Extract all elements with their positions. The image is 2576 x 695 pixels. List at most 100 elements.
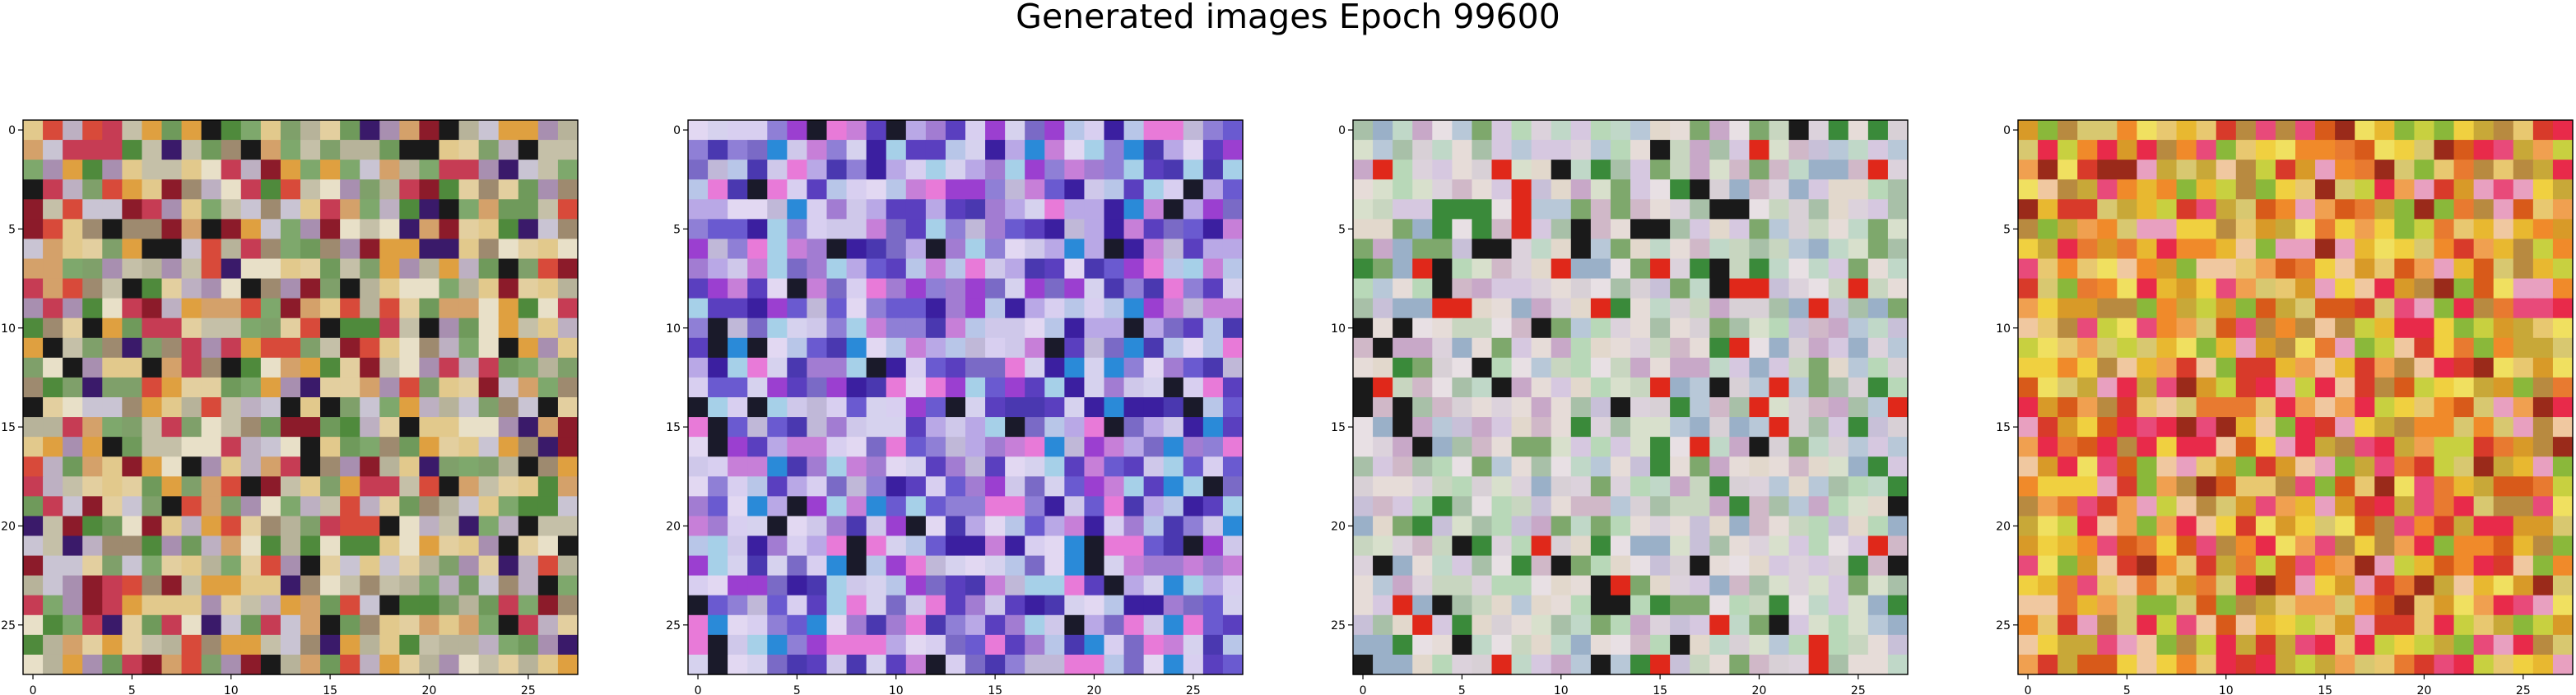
pixel-cell	[2453, 357, 2475, 378]
pixel-cell	[945, 298, 966, 319]
pixel-cell	[807, 575, 828, 596]
pixel-cell	[1373, 417, 1393, 438]
pixel-cell	[379, 535, 400, 557]
pixel-cell	[1828, 397, 1849, 418]
pixel-cell	[1590, 535, 1611, 557]
pixel-cell	[1867, 417, 1889, 438]
pixel-cell	[985, 278, 1006, 299]
pixel-cell	[2513, 634, 2534, 656]
pixel-cell	[826, 516, 848, 537]
pixel-cell	[1630, 298, 1651, 319]
pixel-cell	[1163, 298, 1184, 319]
pixel-cell	[181, 634, 202, 656]
pixel-cell	[1650, 535, 1671, 557]
pixel-cell	[537, 476, 559, 497]
pixel-cell	[2196, 575, 2217, 596]
pixel-cell	[102, 397, 123, 418]
pixel-cell	[2058, 377, 2078, 398]
pixel-cell	[1353, 179, 1374, 200]
pixel-cell	[161, 456, 183, 477]
pixel-cell	[2216, 179, 2237, 200]
pixel-cell	[688, 239, 709, 260]
pixel-cell	[905, 417, 927, 438]
pixel-cell	[747, 417, 768, 438]
pixel-cell	[399, 516, 421, 537]
pixel-cell	[82, 437, 103, 457]
pixel-cell	[728, 337, 748, 359]
pixel-cell	[1143, 476, 1165, 497]
pixel-cell	[43, 456, 63, 477]
pixel-cell	[2137, 535, 2158, 557]
pixel-cell	[965, 239, 986, 260]
pixel-cell	[1788, 614, 1810, 636]
pixel-cell	[161, 535, 183, 557]
pixel-cell	[181, 337, 202, 359]
pixel-cell	[2018, 377, 2039, 398]
pixel-cell	[300, 160, 321, 180]
pixel-cell	[688, 140, 709, 160]
pixel-cell	[260, 377, 281, 398]
pixel-cell	[1202, 377, 1224, 398]
pixel-cell	[360, 357, 380, 378]
pixel-cell	[498, 357, 519, 378]
pixel-cell	[1005, 555, 1025, 577]
pixel-cell	[1570, 535, 1592, 557]
pixel-cell	[1788, 298, 1810, 319]
pixel-cell	[2018, 595, 2039, 616]
pixel-cell	[2493, 199, 2514, 220]
pixel-cell	[1373, 337, 1393, 359]
pixel-cell	[2038, 337, 2058, 359]
pixel-cell	[846, 258, 867, 280]
pixel-cell	[1393, 199, 1413, 220]
pixel-cell	[1373, 199, 1393, 220]
pixel-cell	[2117, 397, 2138, 418]
pixel-cell	[2137, 496, 2158, 517]
pixel-cell	[1084, 377, 1105, 398]
pixel-cell	[1373, 140, 1393, 160]
pixel-cell	[240, 595, 262, 616]
pixel-cell	[1183, 278, 1204, 299]
pixel-cell	[23, 397, 44, 418]
pixel-cell	[1202, 160, 1224, 180]
pixel-cell	[2255, 377, 2276, 398]
pixel-cell	[201, 179, 222, 200]
pixel-cell	[2038, 654, 2058, 675]
pixel-cell	[2552, 555, 2574, 577]
pixel-cell	[2216, 496, 2237, 517]
pixel-cell	[2473, 634, 2495, 656]
pixel-cell	[2196, 516, 2217, 537]
pixel-cell	[557, 317, 579, 339]
pixel-cell	[201, 140, 222, 160]
pixel-cell	[439, 595, 460, 616]
pixel-cell	[102, 575, 123, 596]
pixel-cell	[1551, 654, 1572, 675]
pixel-cell	[1788, 476, 1810, 497]
pixel-cell	[846, 160, 867, 180]
pixel-cell	[142, 437, 163, 457]
pixel-cell	[2156, 516, 2178, 537]
pixel-cell	[1610, 278, 1631, 299]
pixel-cell	[787, 120, 808, 141]
pixel-cell	[518, 199, 539, 220]
pixel-cell	[498, 634, 519, 656]
pixel-cell	[102, 456, 123, 477]
pixel-cell	[747, 337, 768, 359]
pixel-cell	[557, 397, 579, 418]
pixel-cell	[2493, 219, 2514, 240]
pixel-cell	[1590, 516, 1611, 537]
pixel-cell	[1064, 476, 1086, 497]
pixel-cell	[23, 298, 44, 319]
pixel-cell	[2038, 199, 2058, 220]
pixel-cell	[379, 140, 400, 160]
pixel-cell	[2216, 278, 2237, 299]
pixel-cell	[688, 654, 709, 675]
pixel-cell	[1452, 179, 1473, 200]
pixel-cell	[985, 614, 1006, 636]
pixel-cell	[2235, 575, 2257, 596]
pixel-cell	[2552, 219, 2574, 240]
pixel-cell	[1828, 160, 1849, 180]
pixel-cell	[320, 595, 341, 616]
pixel-cell	[886, 456, 907, 477]
pixel-cell	[688, 516, 709, 537]
pixel-cell	[1887, 614, 1909, 636]
